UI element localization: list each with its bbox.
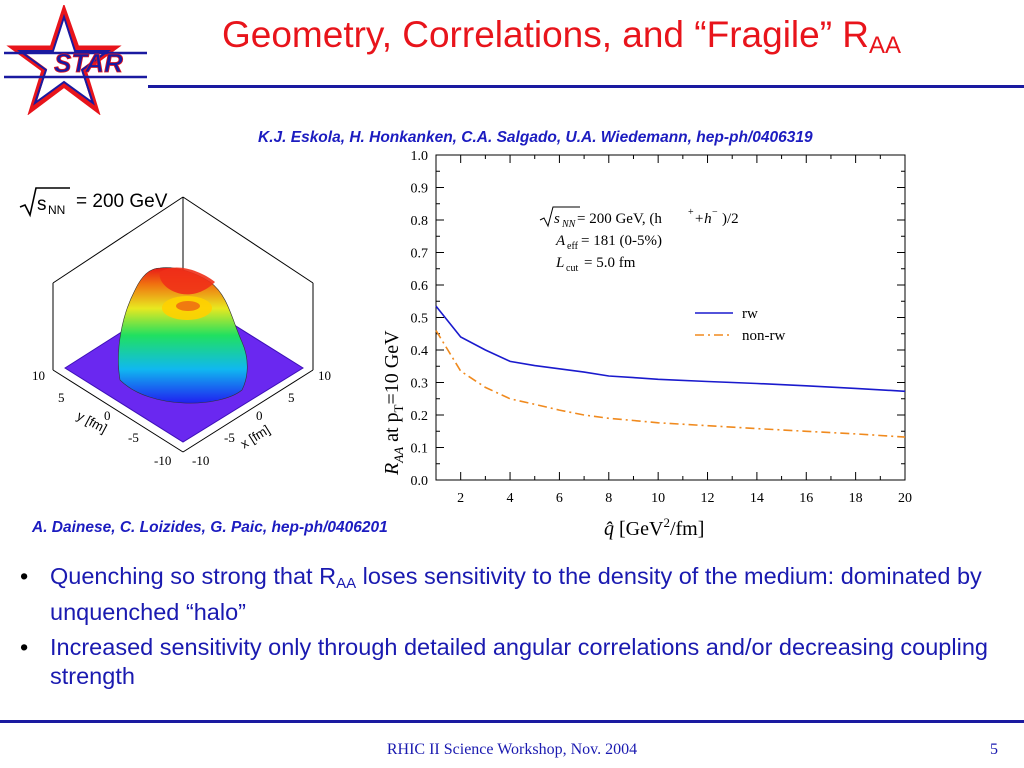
bullet-symbol: • — [20, 634, 29, 660]
reference-top: K.J. Eskola, H. Honkanken, C.A. Salgado,… — [258, 129, 813, 146]
energy-value: = 200 GeV — [76, 191, 168, 212]
x-tick-label: 16 — [799, 491, 813, 506]
box-frame — [52, 196, 314, 453]
y-tick-label: 0.5 — [411, 312, 429, 327]
svg-text:0: 0 — [104, 408, 111, 423]
x-tick-label: 10 — [651, 491, 665, 506]
x-tick-label: 12 — [701, 491, 715, 506]
footer-divider — [0, 720, 1024, 723]
svg-text:q̂ [GeV2/fm]: q̂ [GeV2/fm] — [604, 515, 704, 540]
svg-text:-5: -5 — [224, 430, 235, 445]
svg-text:5: 5 — [58, 390, 65, 405]
reference-bottom: A. Dainese, C. Loizides, G. Paic, hep-ph… — [32, 519, 388, 536]
y-tick-label: 0.9 — [411, 182, 429, 197]
title-subscript: AA — [869, 32, 902, 59]
series-line-non-rw — [435, 330, 906, 438]
y-ticks: 10 5 0 -5 -10 — [32, 368, 171, 468]
annotation: s NN = 200 GeV, (h + +h − )/2 A eff = 18… — [539, 206, 739, 274]
y-tick-label: 0.6 — [411, 279, 429, 294]
sqrt-subscript: NN — [48, 203, 65, 217]
title-main: Geometry, Correlations, and “Fragile” R — [222, 14, 870, 55]
bullet1-text-a: Quenching so strong that R — [50, 563, 337, 589]
svg-text:10: 10 — [32, 368, 45, 383]
y-tick-label: 0.4 — [411, 344, 429, 359]
svg-text:-5: -5 — [128, 430, 139, 445]
svg-text:A: A — [555, 233, 566, 249]
svg-text:)/2: )/2 — [722, 211, 739, 227]
plot-frame — [435, 154, 906, 481]
svg-text:cut: cut — [566, 263, 578, 274]
svg-text:= 181 (0-5%): = 181 (0-5%) — [581, 233, 662, 249]
bullet-symbol: • — [20, 563, 29, 589]
bullet-item: • Quenching so strong that RAA loses sens… — [20, 562, 1010, 627]
plot-area — [435, 154, 906, 481]
page-number: 5 — [990, 741, 998, 758]
bullet2-text: Increased sensitivity only through detai… — [50, 634, 988, 689]
bullet1-subscript: AA — [336, 575, 357, 592]
bullet1-text-b: loses sensitivity to the density of the … — [50, 563, 982, 625]
x-axis-label: q̂ [GeV2/fm] — [604, 515, 704, 540]
energy-label: s NN = 200 GeV — [19, 187, 168, 218]
x-tick-label: 6 — [556, 491, 563, 506]
x-axis-label: x [fm] — [238, 422, 273, 452]
svg-text:-10: -10 — [154, 453, 171, 468]
bullet-list: • Quenching so strong that RAA loses sens… — [20, 562, 1010, 697]
y-tick-label: 1.0 — [411, 149, 429, 164]
svg-text:RAA at pT=10 GeV: RAA at pT=10 GeV — [381, 330, 406, 476]
y-tick-label: 0.2 — [411, 409, 429, 424]
svg-text:+h: +h — [694, 211, 712, 227]
svg-text:10: 10 — [318, 368, 331, 383]
svg-text:+: + — [688, 207, 694, 218]
series-line-rw — [435, 305, 906, 393]
x-tick-label: 2 — [457, 491, 464, 506]
star-logo-icon — [6, 5, 122, 115]
x-ticks: 10 5 0 -5 -10 — [192, 368, 331, 468]
x-tick-label: 4 — [507, 491, 514, 506]
x-tick-label: 14 — [750, 491, 764, 506]
svg-text:5: 5 — [288, 390, 295, 405]
title-divider — [148, 85, 1024, 88]
svg-text:0: 0 — [256, 408, 263, 423]
series-layer — [435, 305, 906, 438]
raa-chart: 0.0 0.1 0.2 0.3 0.4 0.5 0.6 0.7 0.8 0.9 1.0 2 4 6 8 10… — [381, 149, 912, 540]
y-tick-label: 0.7 — [411, 247, 429, 262]
svg-text:−: − — [712, 207, 718, 218]
bullet-item: • Increased sensitivity only through deta… — [20, 633, 1010, 691]
legend-label-rw: rw — [742, 306, 758, 322]
sqrt-s-text: s — [37, 194, 47, 215]
y-axis-ticks: 0.0 0.1 0.2 0.3 0.4 0.5 0.6 0.7 0.8 0.9 1.0 — [411, 149, 905, 489]
slide-title: Geometry, Correlations, and “Fragile” RA… — [222, 14, 1012, 60]
legend-label-non-rw: non-rw — [742, 328, 785, 344]
footer-text: RHIC II Science Workshop, Nov. 2004 — [386, 741, 638, 758]
logo-text: STAR — [54, 48, 123, 78]
x-tick-label: 8 — [605, 491, 612, 506]
svg-text:= 200 GeV, (h: = 200 GeV, (h — [577, 211, 662, 227]
legend: rw non-rw — [695, 306, 785, 344]
y-tick-label: 0.3 — [411, 377, 429, 392]
surface-plot: s NN = 200 GeV 10 5 0 -5 -10 y [fm] — [19, 187, 331, 468]
svg-text:s: s — [554, 211, 560, 227]
x-axis-ticks: 2 4 6 8 10 12 14 16 18 20 — [435, 155, 912, 506]
svg-text:= 5.0 fm: = 5.0 fm — [584, 255, 636, 271]
svg-text:-10: -10 — [192, 453, 209, 468]
svg-text:eff: eff — [567, 241, 579, 252]
surface-bump — [118, 267, 248, 404]
y-tick-label: 0.8 — [411, 214, 429, 229]
y-tick-label: 0.1 — [411, 442, 429, 457]
x-tick-label: 18 — [849, 491, 863, 506]
svg-text:L: L — [555, 255, 564, 271]
y-axis-label: RAA at pT=10 GeV — [381, 330, 406, 476]
y-tick-label: 0.0 — [411, 474, 429, 489]
svg-text:NN: NN — [561, 219, 577, 230]
x-tick-label: 20 — [898, 491, 912, 506]
star-logo: STAR — [4, 5, 147, 115]
